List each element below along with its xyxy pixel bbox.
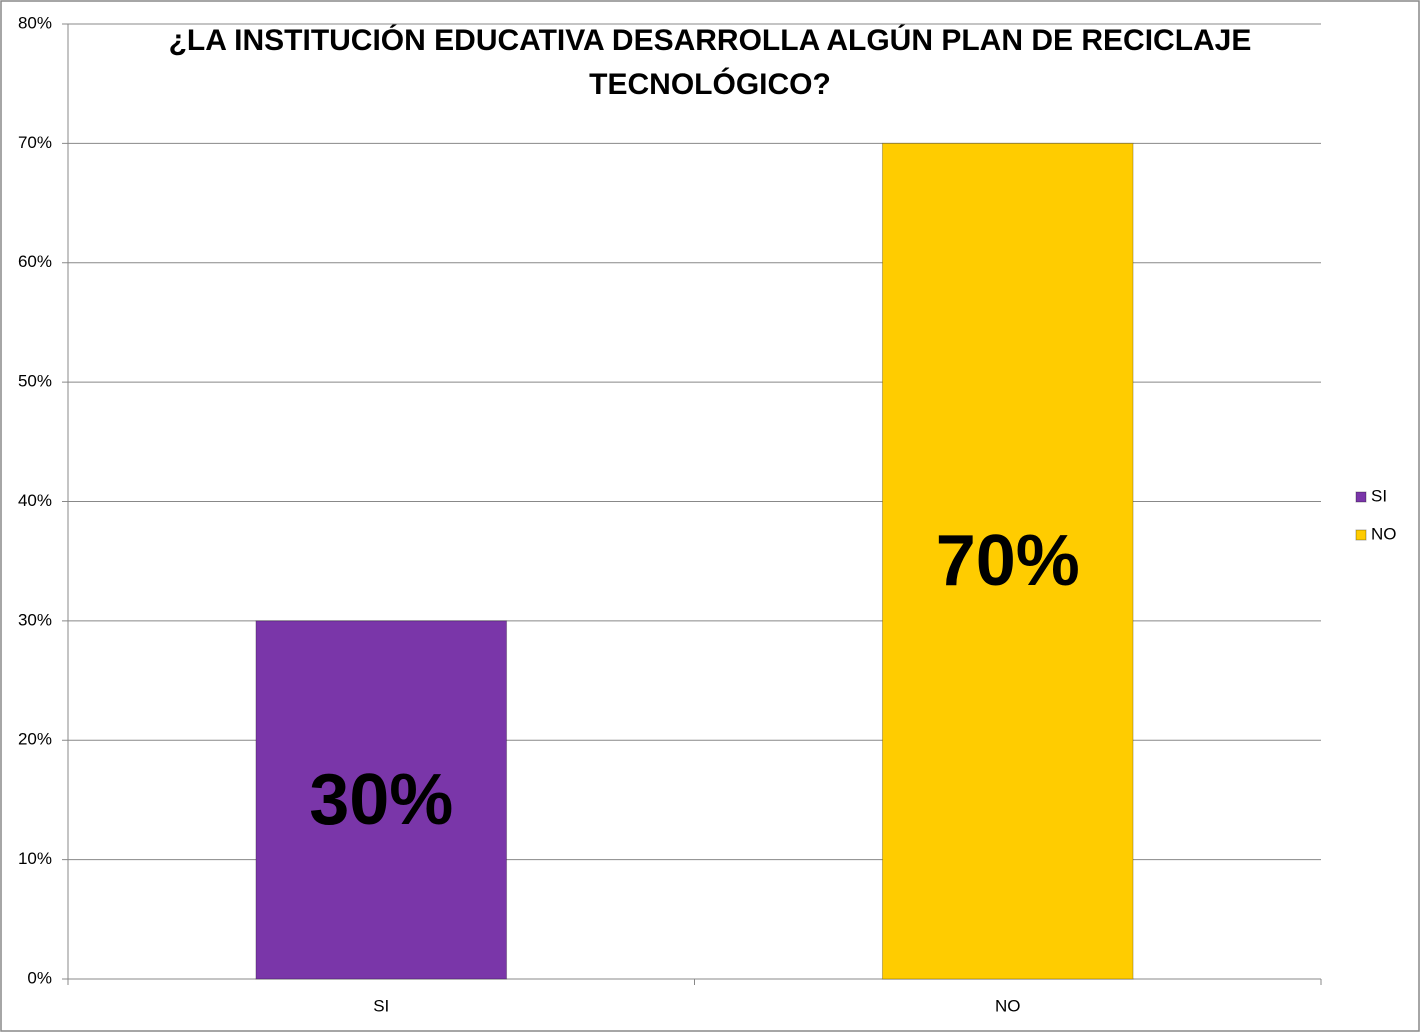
legend-swatch [1355,529,1367,541]
value-label: 30% [309,760,453,840]
bar [881,142,1134,980]
y-tick-label: 40% [18,491,52,510]
value-label: 70% [936,521,1080,601]
y-tick-label: 20% [18,730,52,749]
y-tick-label: 30% [18,610,52,629]
x-tick-label: NO [995,996,1021,1015]
legend-swatch [1355,491,1367,503]
y-tick-label: 70% [18,133,52,152]
y-tick-label: 0% [27,968,52,987]
chart-title: TECNOLÓGICO? [589,67,831,101]
legend-label: NO [1371,524,1397,543]
y-tick-label: 80% [18,13,52,32]
y-tick-label: 60% [18,252,52,271]
x-tick-label: SI [373,996,389,1015]
chart-title: ¿LA INSTITUCIÓN EDUCATIVA DESARROLLA ALG… [169,23,1252,57]
y-tick-label: 10% [18,849,52,868]
bar [255,620,508,980]
y-tick-label: 50% [18,372,52,391]
legend-label: SI [1371,486,1387,505]
